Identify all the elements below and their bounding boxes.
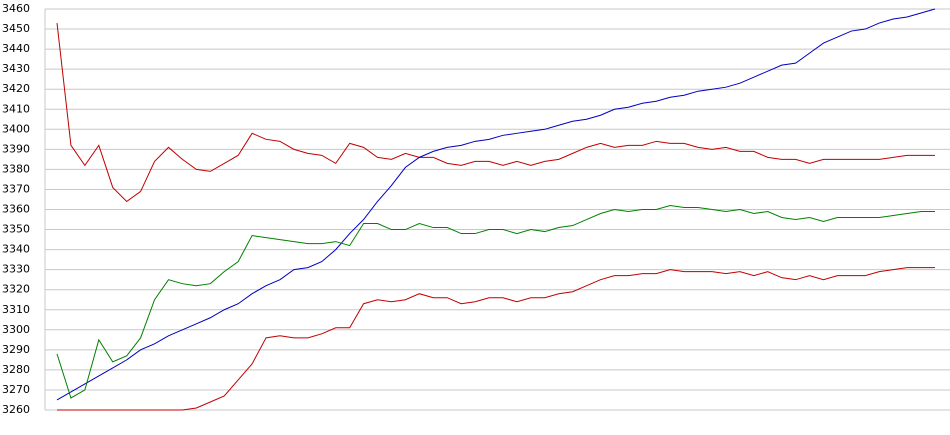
y-tick-label: 3270 [2, 383, 30, 396]
y-tick-label: 3370 [2, 182, 30, 195]
series-line [56, 22, 935, 203]
series-line [57, 267, 935, 411]
y-tick-label: 3380 [2, 162, 30, 175]
y-tick-label: 3260 [2, 403, 30, 416]
y-tick-label: 3460 [2, 2, 30, 15]
y-tick-label: 3410 [2, 102, 30, 115]
y-tick-label: 3420 [2, 82, 30, 95]
y-tick-label: 3290 [2, 343, 30, 356]
y-tick-label: 3310 [2, 303, 30, 316]
y-tick-label: 3360 [2, 203, 30, 216]
y-tick-label: 3330 [2, 263, 30, 276]
y-tick-label: 3300 [2, 323, 30, 336]
y-tick-label: 3280 [2, 363, 30, 376]
y-tick-label: 3400 [2, 122, 30, 135]
series-line [56, 204, 935, 399]
y-tick-label: 3390 [2, 142, 30, 155]
y-tick-label: 3440 [2, 42, 30, 55]
y-tick-label: 3350 [2, 223, 30, 236]
y-tick-label: 3340 [2, 243, 30, 256]
y-tick-label: 3450 [2, 22, 30, 35]
y-tick-label: 3430 [2, 62, 30, 75]
y-tick-label: 3320 [2, 283, 30, 296]
series-line [56, 8, 936, 401]
